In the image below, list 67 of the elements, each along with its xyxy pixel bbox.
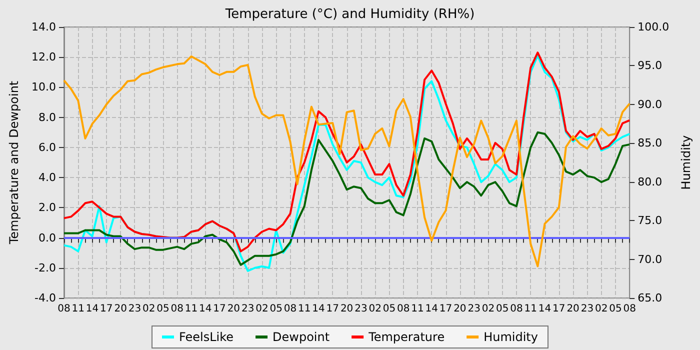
x-tick-label: 23 — [128, 304, 142, 314]
y2-tick-label: 80.0 — [638, 175, 662, 188]
y2-tick-label: 85.0 — [638, 136, 662, 150]
x-tick-label: 08 — [284, 304, 297, 314]
x-tick-label: 20 — [454, 304, 466, 314]
x-tick-label: 20 — [114, 304, 127, 314]
y2-tick-label: 90.0 — [638, 98, 662, 111]
x-tick-label: 05 — [382, 304, 396, 314]
y2-axis-title: Humidity — [679, 135, 693, 190]
x-tick-label: 23 — [354, 304, 368, 314]
y2-tick-label: 70.0 — [638, 252, 662, 266]
x-tick-label: 02 — [256, 304, 268, 314]
x-tick-label: 20 — [566, 304, 580, 314]
y-tick-label: 14.0 — [32, 20, 56, 34]
legend-label: Temperature — [368, 330, 445, 344]
x-tick-label: 11 — [298, 304, 311, 314]
x-tick-label: 08 — [170, 304, 184, 314]
x-tick-label: 05 — [156, 304, 170, 314]
y-tick-label: 0.0 — [38, 231, 56, 244]
x-tick-label: 17 — [213, 304, 226, 314]
y2-tick-label: 95.0 — [638, 59, 662, 72]
y-tick-label: 6.0 — [38, 140, 56, 154]
y-tick-label: -2.0 — [34, 261, 56, 274]
line-series — [63, 131, 631, 266]
x-tick-label: 14 — [86, 304, 99, 314]
y2-tick-label: 65.0 — [638, 292, 662, 304]
x-tick-label: 14 — [199, 304, 212, 314]
x-tick-label: 08 — [58, 304, 70, 314]
x-tick-label: 02 — [368, 304, 382, 314]
legend-label: Humidity — [484, 330, 538, 344]
x-tick-label: 08 — [397, 304, 410, 314]
x-tick-label: 05 — [496, 304, 509, 314]
x-tick-label: 02 — [482, 304, 495, 314]
x-tick-label: 05 — [609, 304, 622, 314]
x-tick-label: 11 — [72, 304, 85, 314]
x-tick-label: 20 — [340, 304, 354, 314]
x-tick-label: 17 — [100, 304, 113, 314]
x-tick-label: 23 — [241, 304, 254, 314]
x-tick-label: 17 — [326, 304, 340, 314]
y-tick-label: -4.0 — [34, 292, 56, 304]
x-tick-label: 08 — [623, 304, 636, 314]
x-tick-label: 20 — [227, 304, 240, 314]
x-tick-label: 17 — [552, 304, 566, 314]
x-tick-label: 11 — [524, 304, 537, 314]
x-tick-label: 05 — [270, 304, 282, 314]
chart-title: Temperature (°C) and Humidity (RH%) — [224, 7, 475, 22]
y-axis-title: Temperature and Dewpoint — [7, 80, 21, 246]
y-tick-label: 4.0 — [38, 171, 56, 184]
x-tick-label: 11 — [184, 304, 198, 314]
x-tick-label: 02 — [142, 304, 156, 314]
x-tick-label: 11 — [411, 304, 424, 314]
y2-tick-label: 100.0 — [638, 20, 670, 34]
y-tick-label: 8.0 — [38, 110, 56, 124]
y-tick-label: 2.0 — [38, 201, 56, 214]
x-tick-label: 14 — [312, 304, 325, 314]
x-tick-label: 23 — [580, 304, 594, 314]
legend-label: Dewpoint — [272, 330, 330, 344]
y-tick-label: 12.0 — [32, 50, 56, 64]
legend-label: FeelsLike — [179, 330, 234, 344]
y-tick-label: 10.0 — [32, 80, 56, 94]
x-tick-label: 14 — [538, 304, 552, 314]
x-tick-label: 17 — [439, 304, 452, 314]
x-tick-label: 02 — [594, 304, 608, 314]
x-tick-label: 08 — [510, 304, 523, 314]
y2-tick-label: 75.0 — [638, 214, 662, 228]
x-tick-label: 14 — [425, 304, 438, 314]
x-tick-label: 23 — [468, 304, 480, 314]
